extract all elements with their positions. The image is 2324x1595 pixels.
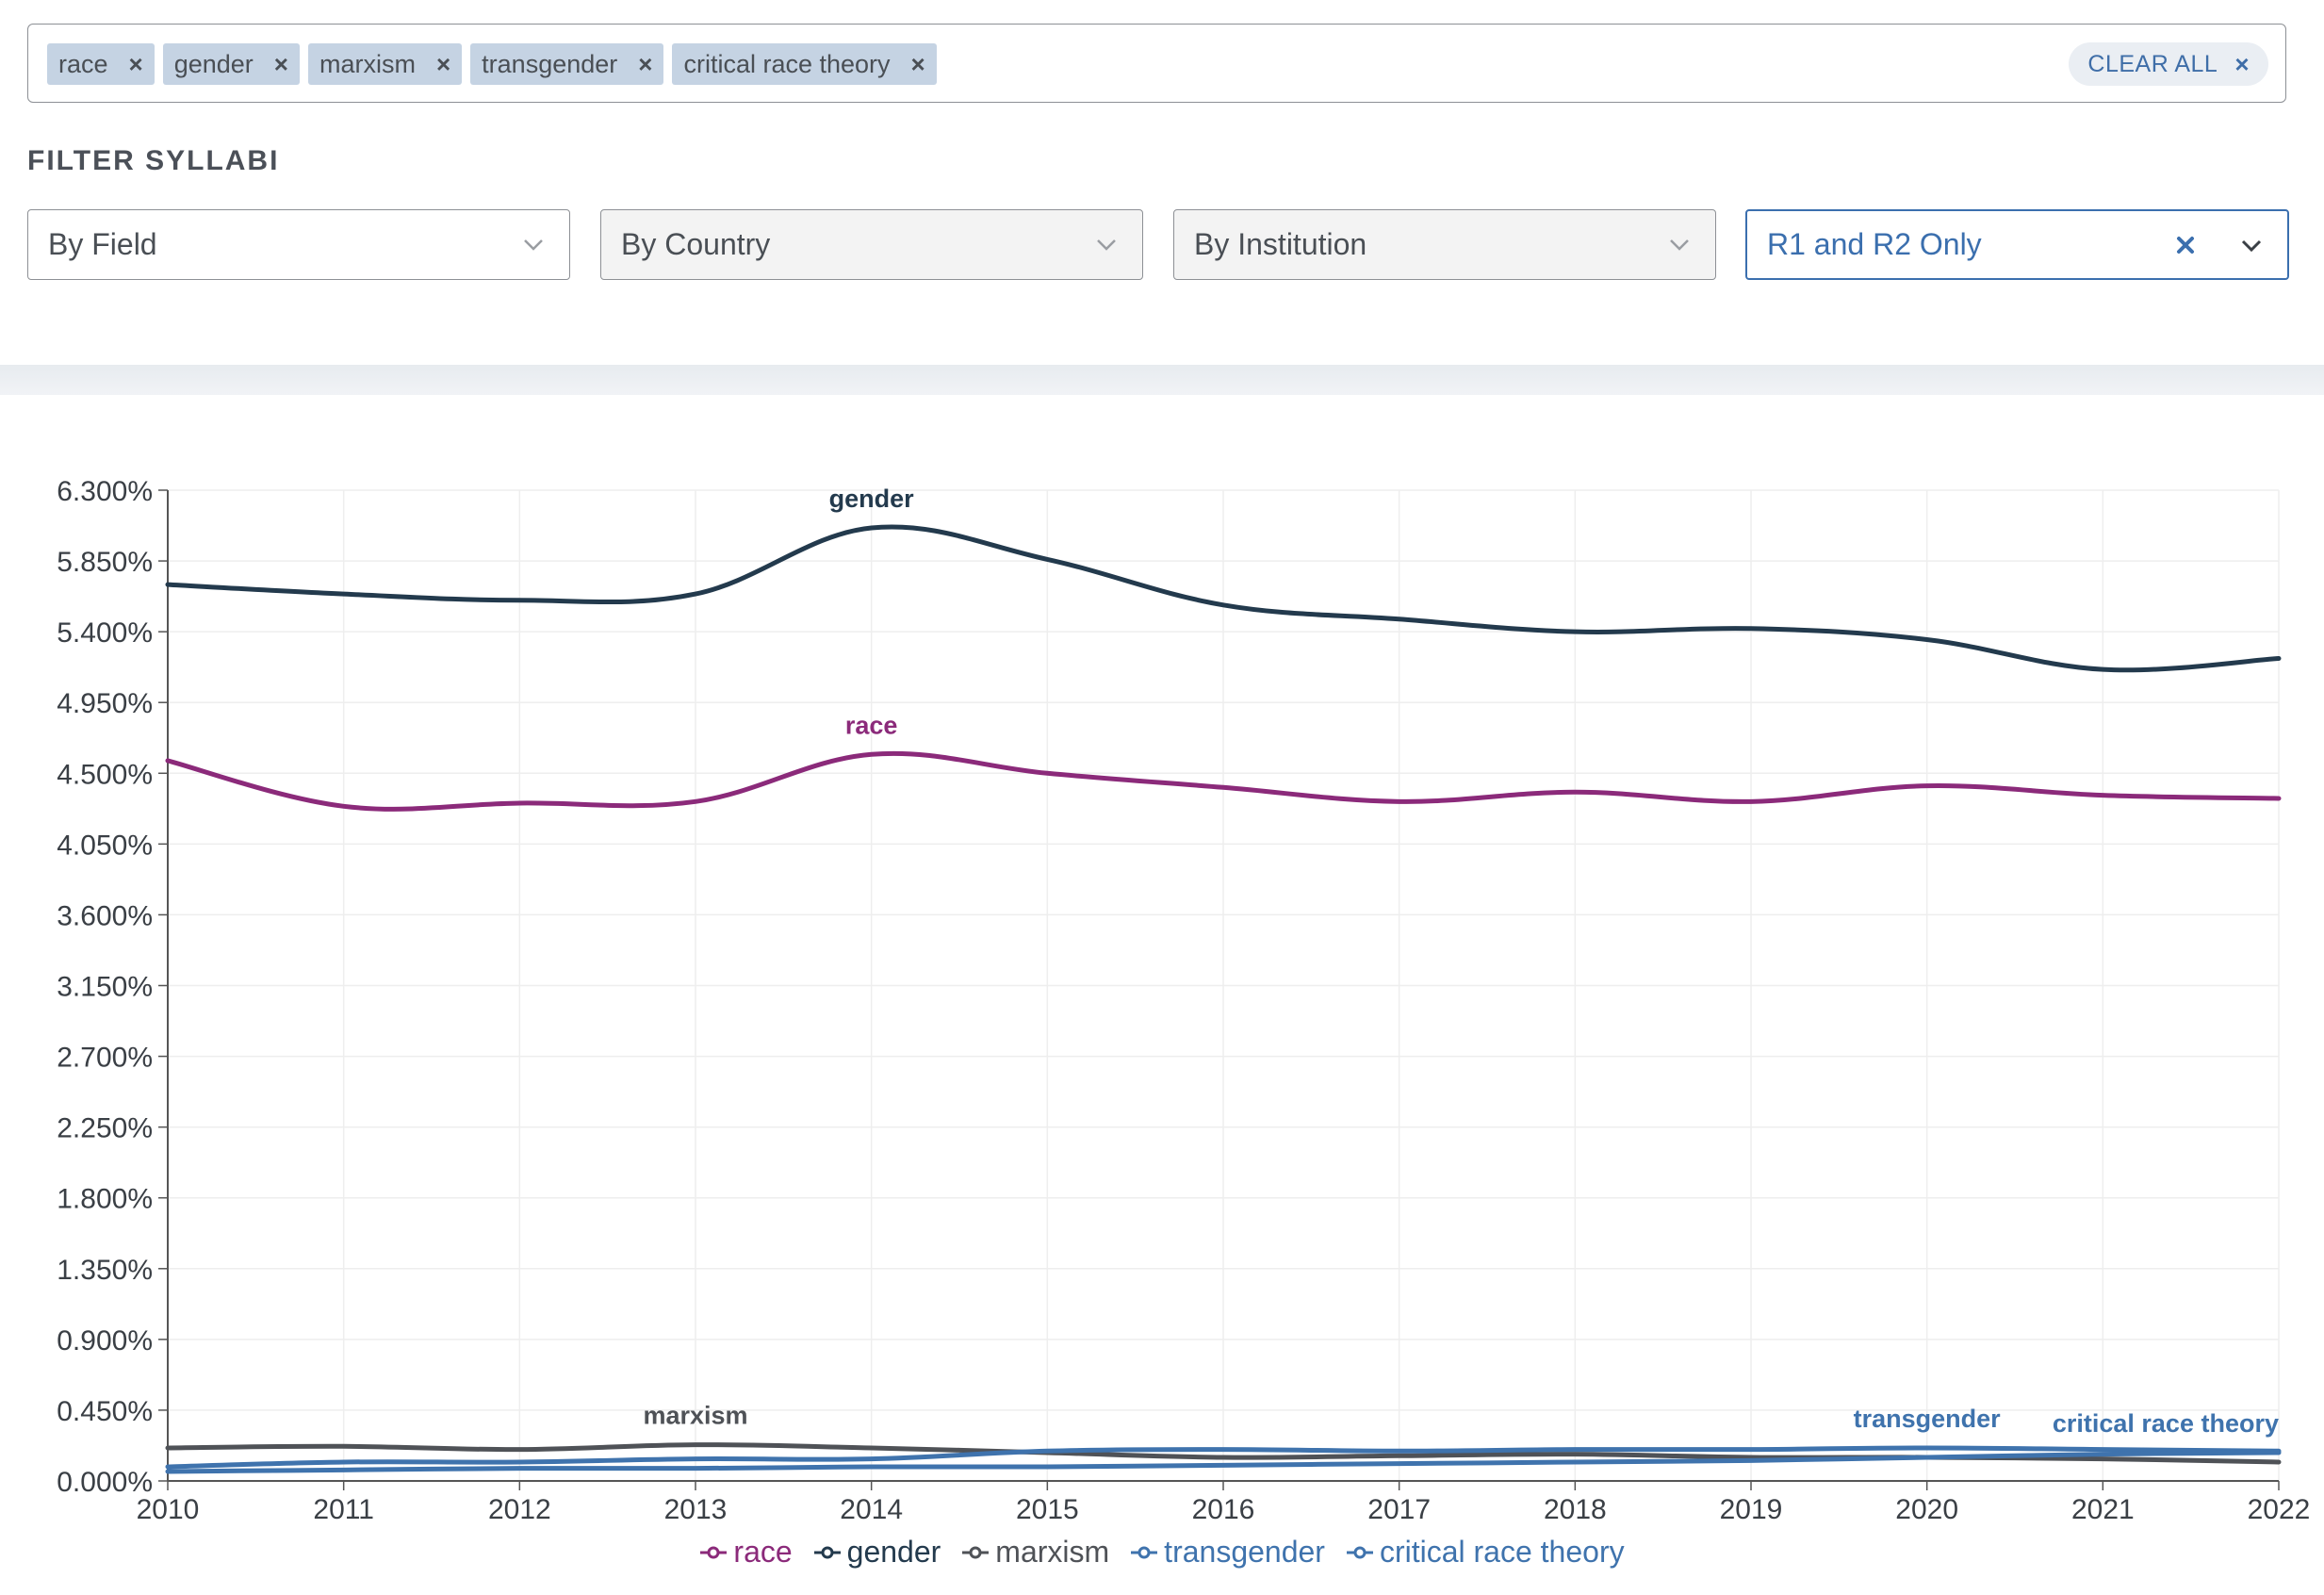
- x-tick-label: 2015: [1016, 1494, 1079, 1525]
- legend-label: marxism: [995, 1535, 1110, 1569]
- y-tick-label: 3.150%: [57, 972, 153, 1003]
- x-tick-label: 2020: [1895, 1494, 1958, 1525]
- field-select[interactable]: By Field: [27, 209, 570, 280]
- chip-critical-race-theory: critical race theory ×: [672, 43, 937, 85]
- chart-legend: race gender marxism transgender critical rac…: [0, 1535, 2324, 1570]
- close-icon: ×: [2234, 49, 2250, 78]
- chip-label: marxism: [319, 49, 416, 78]
- line-chart: 0.000% 0.450% 0.900% 1.350% 1.800% 2.250% 2.70…: [57, 476, 2311, 1525]
- legend-marker-icon: [700, 1546, 728, 1558]
- y-tick-label: 4.050%: [57, 830, 153, 861]
- legend-label: critical race theory: [1379, 1535, 1625, 1569]
- y-tick-label: 0.900%: [57, 1325, 153, 1357]
- section-divider: [0, 365, 2324, 395]
- chip-marxism: marxism ×: [307, 43, 463, 85]
- x-tick-label: 2011: [313, 1494, 374, 1525]
- series-label: transgender: [1854, 1405, 2002, 1433]
- y-tick-label: 5.850%: [57, 547, 153, 578]
- chip-label: gender: [173, 49, 254, 78]
- chevron-down-icon: [1670, 239, 1689, 251]
- level-select[interactable]: R1 and R2 Only: [1745, 209, 2289, 280]
- y-tick-label: 2.700%: [57, 1043, 153, 1074]
- y-tick-label: 1.350%: [57, 1255, 153, 1286]
- search-box[interactable]: race × gender × marxism × transgender × …: [27, 24, 2286, 103]
- chip-gender: gender ×: [162, 43, 300, 85]
- y-tick-label: 1.800%: [57, 1184, 153, 1215]
- legend-marker-icon: [962, 1546, 990, 1558]
- y-tick-label: 5.400%: [57, 617, 153, 649]
- series-line-race: [165, 750, 2282, 812]
- clear-all-label: CLEAR ALL: [2087, 50, 2218, 77]
- legend-label: transgender: [1164, 1535, 1325, 1569]
- x-tick-label: 2016: [1192, 1494, 1255, 1525]
- x-tick-label: 2012: [488, 1494, 551, 1525]
- x-tick-label: 2010: [137, 1494, 200, 1525]
- institution-select[interactable]: By Institution: [1173, 209, 1716, 280]
- chevron-down-icon[interactable]: [2238, 232, 2265, 258]
- legend-label: gender: [846, 1535, 941, 1569]
- select-value: By Country: [621, 227, 771, 261]
- chip-transgender: transgender ×: [470, 43, 664, 85]
- filter-title: FILTER SYLLABI: [27, 145, 280, 176]
- select-value: R1 and R2 Only: [1767, 227, 1982, 261]
- chevron-down-icon: [524, 239, 543, 251]
- series-label: marxism: [643, 1402, 747, 1430]
- series-label: gender: [829, 485, 915, 513]
- series-line-transgender: [165, 1445, 2282, 1470]
- close-icon[interactable]: ×: [128, 49, 143, 78]
- x-tick-label: 2021: [2071, 1494, 2135, 1525]
- legend-marker-icon: [1131, 1546, 1158, 1558]
- legend-marker-icon: [813, 1546, 841, 1558]
- y-tick-label: 4.500%: [57, 759, 153, 790]
- x-tick-label: 2014: [840, 1494, 903, 1525]
- series-label: race: [845, 711, 898, 739]
- close-icon[interactable]: ×: [273, 49, 288, 78]
- y-tick-label: 6.300%: [57, 476, 153, 507]
- chip-label: race: [58, 49, 108, 78]
- country-select[interactable]: By Country: [600, 209, 1143, 280]
- chip-race: race ×: [47, 43, 155, 85]
- chip-label: transgender: [482, 49, 618, 78]
- legend-item[interactable]: marxism: [961, 1535, 1109, 1570]
- y-tick-label: 0.000%: [57, 1467, 153, 1498]
- legend-item[interactable]: critical race theory: [1346, 1535, 1625, 1570]
- y-tick-label: 3.600%: [57, 900, 153, 931]
- legend-marker-icon: [1346, 1546, 1373, 1558]
- x-tick-label: 2022: [2248, 1494, 2311, 1525]
- clear-all-button[interactable]: CLEAR ALL ×: [2069, 42, 2268, 86]
- legend-item[interactable]: gender: [813, 1535, 941, 1570]
- close-icon[interactable]: ×: [435, 49, 451, 78]
- x-tick-label: 2018: [1544, 1494, 1607, 1525]
- chevron-down-icon: [1097, 239, 1116, 251]
- clear-icon[interactable]: [2170, 230, 2201, 260]
- y-tick-label: 0.450%: [57, 1396, 153, 1427]
- series-line-critical-race-theory: [165, 1450, 2282, 1474]
- chip-label: critical race theory: [683, 49, 891, 78]
- select-value: By Field: [48, 227, 157, 261]
- close-icon[interactable]: ×: [910, 49, 925, 78]
- select-value: By Institution: [1194, 227, 1367, 261]
- legend-item[interactable]: transgender: [1130, 1535, 1325, 1570]
- legend-item[interactable]: race: [699, 1535, 793, 1570]
- series-line-gender: [165, 524, 2282, 673]
- series-label: critical race theory: [2053, 1409, 2279, 1438]
- close-icon[interactable]: ×: [638, 49, 653, 78]
- x-tick-label: 2019: [1720, 1494, 1783, 1525]
- legend-label: race: [733, 1535, 793, 1569]
- y-tick-label: 4.950%: [57, 688, 153, 719]
- chip-list: race × gender × marxism × transgender × …: [47, 43, 937, 85]
- x-tick-label: 2013: [664, 1494, 728, 1525]
- x-tick-label: 2017: [1367, 1494, 1431, 1525]
- y-tick-label: 2.250%: [57, 1113, 153, 1144]
